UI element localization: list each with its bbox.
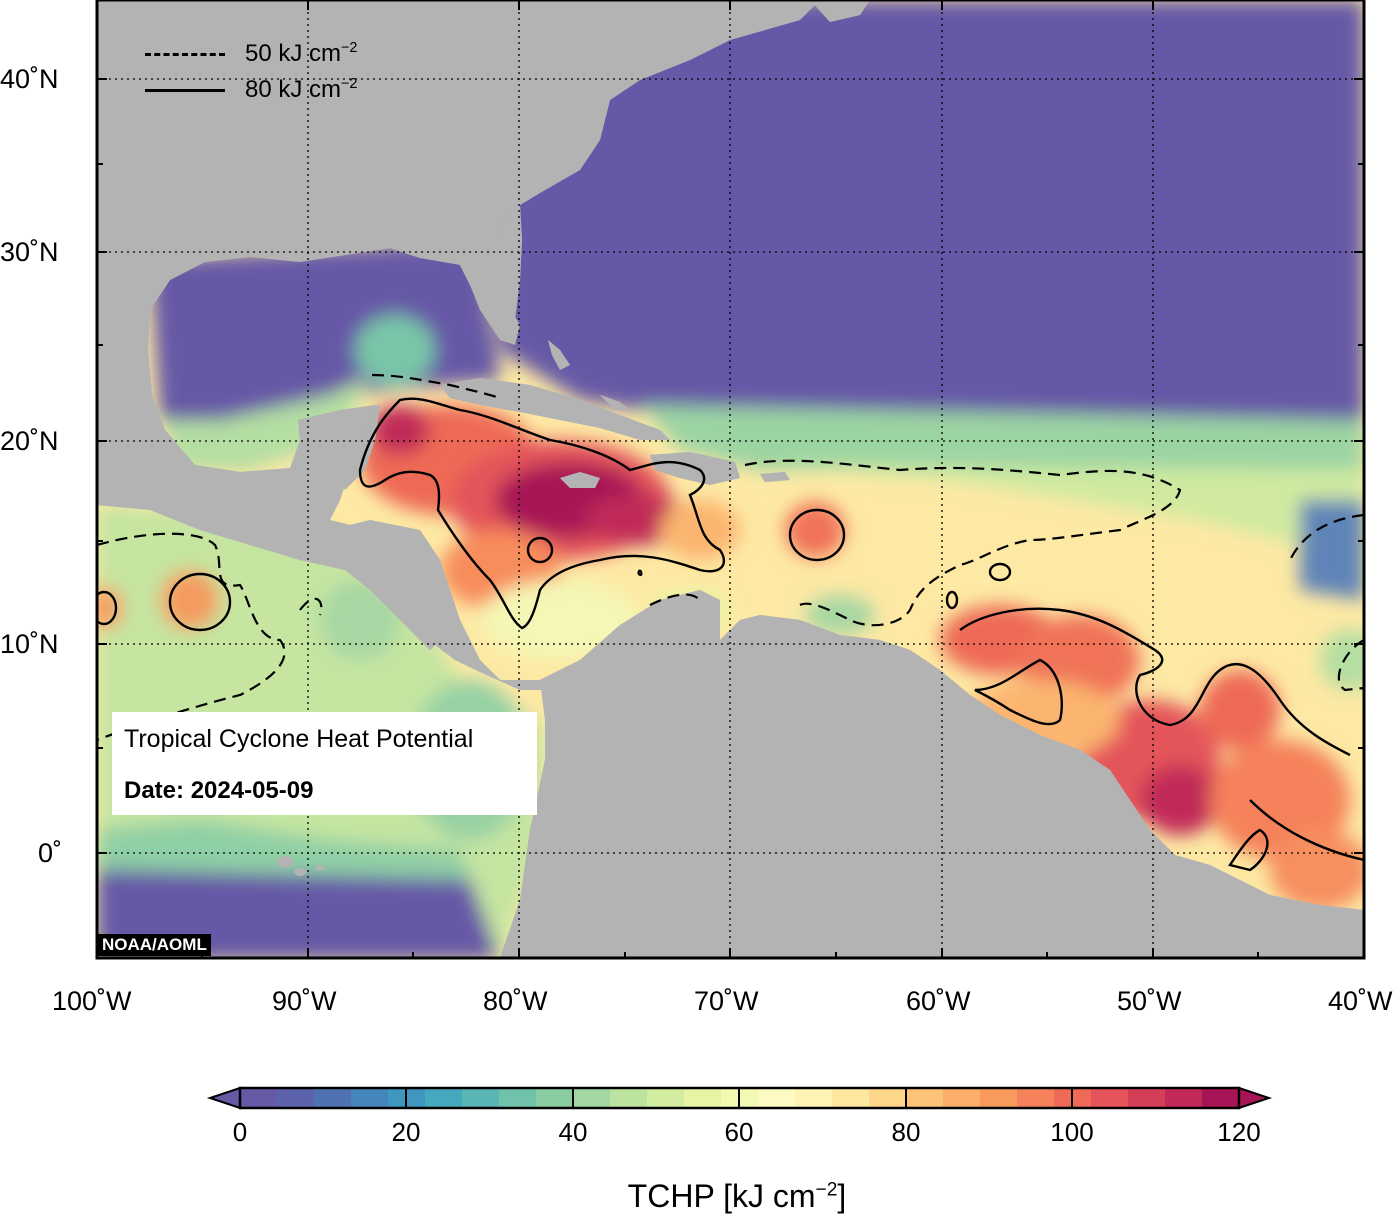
colorbar-cell	[1128, 1088, 1166, 1108]
lat-label-40n: 40˚N	[0, 64, 59, 94]
colorbar-cell	[758, 1088, 796, 1108]
colorbar-cell	[1165, 1088, 1203, 1108]
date-row: Date: 2024-05-09	[124, 777, 313, 805]
lon-label-40w: 40˚W	[1328, 986, 1393, 1016]
solid-line-icon	[145, 88, 225, 92]
colorbar-tick-40: 40	[558, 1117, 588, 1147]
lon-label-80w: 80˚W	[483, 986, 548, 1016]
colorbar-cell	[314, 1088, 352, 1108]
map-title: Tropical Cyclone Heat Potential	[124, 725, 474, 753]
legend-item-80: 80 kJ cm−2	[145, 76, 357, 104]
colorbar-cell	[832, 1088, 870, 1108]
colorbar-cell	[980, 1088, 1018, 1108]
credit-badge: NOAA/AOML	[98, 934, 211, 956]
colorbar-tick-100: 100	[1050, 1117, 1094, 1147]
colorbar-cell	[906, 1088, 944, 1108]
colorbar-tick-80: 80	[891, 1117, 921, 1147]
lon-label-60w: 60˚W	[906, 986, 971, 1016]
lon-label-70w: 70˚W	[694, 986, 759, 1016]
legend-label-50: 50 kJ cm−2	[245, 40, 358, 67]
colorbar-cell	[610, 1088, 648, 1108]
colorbar-tick-60: 60	[724, 1117, 754, 1147]
lat-label-10n: 10˚N	[0, 629, 59, 659]
colorbar-cell	[943, 1088, 981, 1108]
lon-label-100w: 100˚W	[52, 986, 132, 1016]
colorbar-cell	[351, 1088, 389, 1108]
colorbar-tick-0: 0	[232, 1117, 248, 1147]
colorbar-cell	[684, 1088, 722, 1108]
lat-label-20n: 20˚N	[0, 426, 59, 456]
colorbar-cell	[536, 1088, 574, 1108]
lat-label-0: 0˚	[38, 838, 63, 868]
date-label: Date:	[124, 777, 185, 804]
colorbar-cell	[499, 1088, 537, 1108]
colorbar-cell	[573, 1088, 611, 1108]
colorbar-cell	[795, 1088, 833, 1108]
colorbar-cell	[1202, 1088, 1240, 1108]
dashed-line-icon	[145, 52, 225, 56]
colorbar-cell	[869, 1088, 907, 1108]
legend-item-50: 50 kJ cm−2	[145, 40, 357, 68]
colorbar-cell	[462, 1088, 500, 1108]
colorbar-cell	[1017, 1088, 1055, 1108]
lat-label-30n: 30˚N	[0, 237, 59, 267]
date-value: 2024-05-09	[190, 777, 314, 804]
colorbar-tick-20: 20	[391, 1117, 421, 1147]
colorbar-tick-120: 120	[1217, 1117, 1261, 1147]
title-box: Tropical Cyclone Heat Potential Date: 20…	[112, 712, 537, 815]
lon-label-50w: 50˚W	[1117, 986, 1182, 1016]
colorbar-cell	[647, 1088, 685, 1108]
colorbar-cell	[425, 1088, 463, 1108]
lon-label-90w: 90˚W	[272, 986, 337, 1016]
colorbar-title: TCHP [kJ cm−2]	[627, 1178, 847, 1214]
colorbar-cell	[1091, 1088, 1129, 1108]
colorbar-cell	[277, 1088, 315, 1108]
colorbar-cell	[240, 1088, 278, 1108]
legend-label-80: 80 kJ cm−2	[245, 76, 358, 103]
